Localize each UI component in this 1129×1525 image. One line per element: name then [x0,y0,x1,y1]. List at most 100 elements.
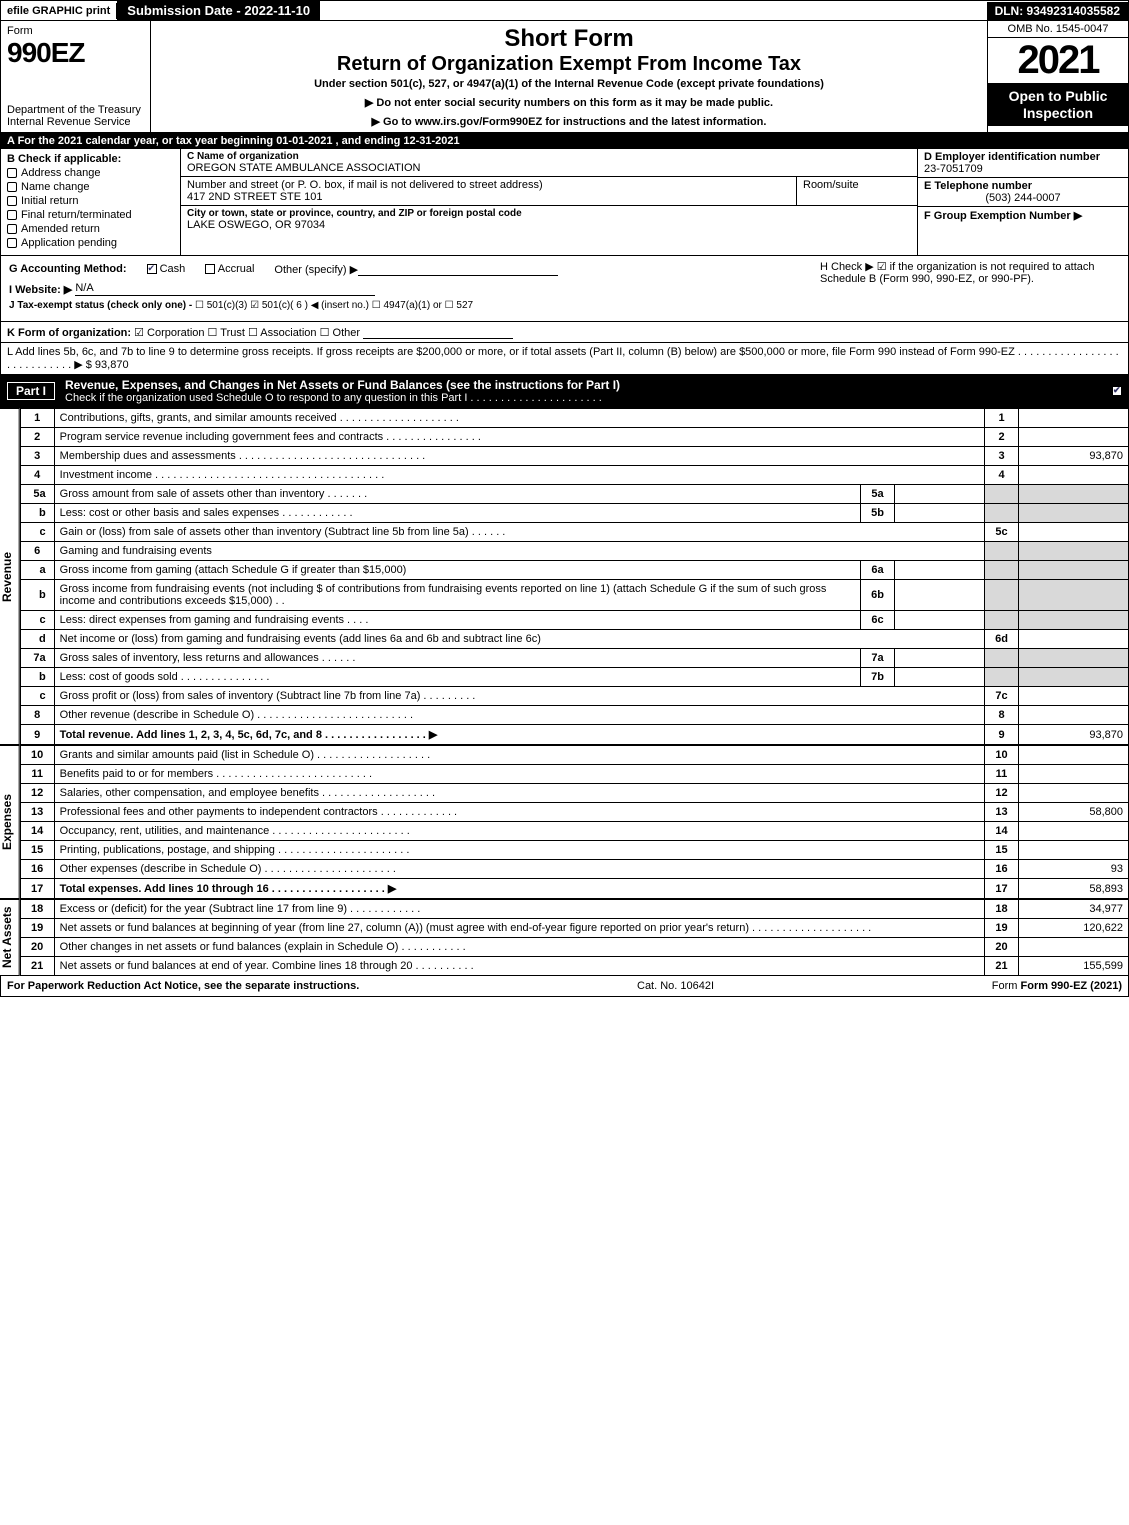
chk-label: Initial return [21,195,78,207]
chk-initial-return[interactable]: Initial return [7,195,174,207]
mid-value [895,504,985,523]
g-accrual[interactable]: Accrual [205,263,254,275]
line-value [1019,746,1129,765]
line-value: 155,599 [1019,957,1129,976]
line-value [1019,822,1129,841]
line-7a: 7aGross sales of inventory, less returns… [20,649,1128,668]
line-num: c [20,611,54,630]
line-rlabel: 4 [985,466,1019,485]
j-options[interactable]: ☐ 501(c)(3) ☑ 501(c)( 6 ) ◀ (insert no.)… [195,300,473,311]
col-c: C Name of organization OREGON STATE AMBU… [181,149,918,255]
line-19: 19Net assets or fund balances at beginni… [20,919,1128,938]
shade-cell [1019,668,1129,687]
shade-cell [985,580,1019,611]
line-rlabel: 17 [985,879,1019,899]
line-desc: Other revenue (describe in Schedule O) .… [54,706,984,725]
mid-value [895,485,985,504]
line-rlabel: 5c [985,523,1019,542]
line-21: 21Net assets or fund balances at end of … [20,957,1128,976]
g-cash-label: Cash [160,263,186,275]
chk-final-return[interactable]: Final return/terminated [7,209,174,221]
goto-link[interactable]: ▶ Go to www.irs.gov/Form990EZ for instru… [159,115,979,128]
line-num: 16 [20,860,54,879]
chk-label: Amended return [21,223,100,235]
e-tel-label: E Telephone number [924,180,1122,192]
mid-label: 7a [861,649,895,668]
line-5c: cGain or (loss) from sale of assets othe… [20,523,1128,542]
expenses-section: Expenses 10Grants and similar amounts pa… [0,745,1129,899]
j-label: J Tax-exempt status (check only one) - [9,300,192,311]
line-num: c [20,523,54,542]
form-id-block: Form 990EZ Department of the Treasury In… [1,21,151,132]
revenue-table: 1Contributions, gifts, grants, and simil… [20,408,1129,745]
f-group-label: F Group Exemption Number ▶ [924,210,1082,222]
d-ein-label: D Employer identification number [924,151,1122,163]
line-rlabel: 6d [985,630,1019,649]
chk-amended-return[interactable]: Amended return [7,223,174,235]
chk-address-change[interactable]: Address change [7,167,174,179]
line-desc: Gross profit or (loss) from sales of inv… [54,687,984,706]
part-i-header: Part I Revenue, Expenses, and Changes in… [0,375,1129,408]
line-rlabel: 10 [985,746,1019,765]
chk-application-pending[interactable]: Application pending [7,237,174,249]
shade-cell [1019,504,1129,523]
open-public: Open to Public Inspection [988,84,1128,126]
line-desc: Net assets or fund balances at end of ye… [54,957,984,976]
netassets-section: Net Assets 18Excess or (deficit) for the… [0,899,1129,976]
line-num: 5a [20,485,54,504]
ssn-warning: ▶ Do not enter social security numbers o… [159,96,979,109]
chk-name-change[interactable]: Name change [7,181,174,193]
line-value: 58,800 [1019,803,1129,822]
line-20: 20Other changes in net assets or fund ba… [20,938,1128,957]
footer-left: For Paperwork Reduction Act Notice, see … [7,980,359,992]
k-options[interactable]: ☑ Corporation ☐ Trust ☐ Association ☐ Ot… [134,327,360,339]
line-value [1019,687,1129,706]
line-rlabel: 19 [985,919,1019,938]
line-desc: Gross income from gaming (attach Schedul… [54,561,860,580]
line-rlabel: 7c [985,687,1019,706]
line-value [1019,841,1129,860]
line-7c: cGross profit or (loss) from sales of in… [20,687,1128,706]
mid-label: 6c [861,611,895,630]
g-other-label: Other (specify) ▶ [274,264,358,276]
line-8: 8Other revenue (describe in Schedule O) … [20,706,1128,725]
k-label: K Form of organization: [7,327,131,339]
line-num: 14 [20,822,54,841]
mid-label: 5a [861,485,895,504]
top-bar: efile GRAPHIC print Submission Date - 20… [0,0,1129,21]
website-value: N/A [75,282,375,296]
c-addr-label: Number and street (or P. O. box, if mail… [187,179,790,191]
line-desc: Less: direct expenses from gaming and fu… [54,611,860,630]
header-right: OMB No. 1545-0047 2021 Open to Public In… [988,21,1128,132]
line-value [1019,765,1129,784]
mid-value [895,580,985,611]
line-14: 14Occupancy, rent, utilities, and mainte… [20,822,1128,841]
g-cash[interactable]: Cash [147,263,186,275]
omb-number: OMB No. 1545-0047 [988,21,1128,38]
shade-cell [1019,649,1129,668]
line-num: 7a [20,649,54,668]
line-6d: dNet income or (loss) from gaming and fu… [20,630,1128,649]
line-16: 16Other expenses (describe in Schedule O… [20,860,1128,879]
line-desc: Total expenses. Add lines 10 through 16 … [54,879,984,899]
line-a: A For the 2021 calendar year, or tax yea… [0,133,1129,149]
line-desc: Program service revenue including govern… [54,428,984,447]
line-num: 3 [20,447,54,466]
part-i-check[interactable] [1112,385,1122,397]
part-i-title: Revenue, Expenses, and Changes in Net As… [65,378,620,392]
part-i-label: Part I [7,382,55,400]
chk-label: Application pending [21,237,117,249]
line-rlabel: 15 [985,841,1019,860]
line-5a: 5aGross amount from sale of assets other… [20,485,1128,504]
mid-label: 6b [861,580,895,611]
e-tel-row: E Telephone number (503) 244-0007 [918,178,1128,207]
return-title: Return of Organization Exempt From Incom… [159,53,979,76]
g-other[interactable]: Other (specify) ▶ [274,262,558,276]
line-rlabel: 12 [985,784,1019,803]
block-ghij: H Check ▶ ☑ if the organization is not r… [0,256,1129,322]
line-desc: Less: cost or other basis and sales expe… [54,504,860,523]
g-label: G Accounting Method: [9,263,127,275]
mid-value [895,668,985,687]
efile-print[interactable]: efile GRAPHIC print [1,3,117,19]
line-17: 17Total expenses. Add lines 10 through 1… [20,879,1128,899]
